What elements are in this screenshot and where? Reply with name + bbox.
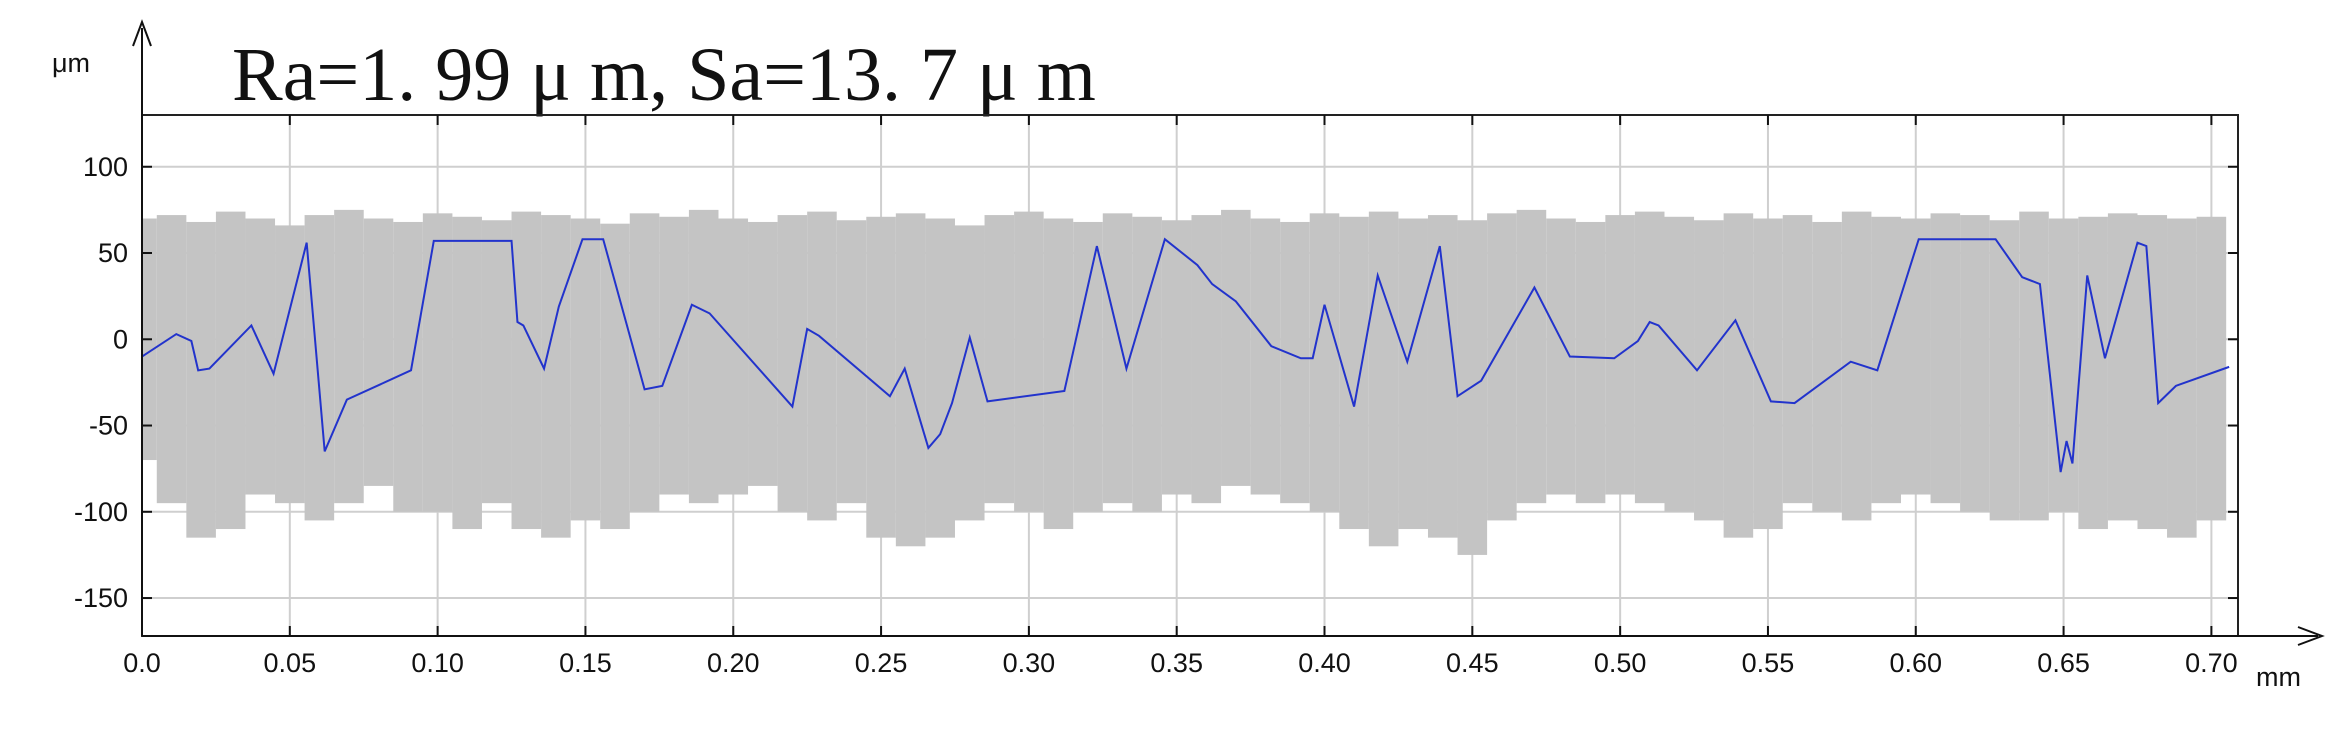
y-tick-label: -50: [89, 411, 128, 441]
profile-band: [422, 213, 453, 512]
x-tick-label: 0.0: [123, 648, 161, 678]
chart-title: Ra=1. 99 μ m, Sa=13. 7 μ m: [232, 33, 1096, 117]
x-tick-label: 0.05: [264, 648, 317, 678]
profile-band: [1723, 213, 1754, 538]
profile-band: [1664, 216, 1695, 512]
y-tick-label: 50: [98, 238, 128, 268]
profile-band: [511, 211, 542, 530]
profile-band: [1221, 209, 1251, 486]
profile-band: [156, 215, 187, 504]
profile-band: [1191, 215, 1222, 504]
x-axis-label: mm: [2256, 662, 2301, 692]
profile-band: [866, 216, 896, 538]
x-tick-label: 0.55: [1742, 648, 1795, 678]
y-axis-arrow: [132, 19, 152, 47]
profile-band: [1102, 213, 1133, 504]
x-tick-label: 0.35: [1150, 648, 1203, 678]
x-tick-label: 0.10: [411, 648, 464, 678]
profile-band: [1930, 213, 1961, 504]
profile-band: [688, 209, 719, 504]
y-tick-label: -150: [74, 583, 128, 613]
x-tick-label: 0.45: [1446, 648, 1499, 678]
profile-band: [984, 215, 1015, 504]
profile-band: [718, 218, 749, 495]
profile-band: [1871, 216, 1901, 504]
profile-band: [1398, 218, 1428, 530]
x-tick-label: 0.25: [855, 648, 908, 678]
profile-band: [1753, 218, 1783, 530]
y-tick-label: -100: [74, 497, 128, 527]
profile-band: [1782, 215, 1813, 504]
profile-band: [1960, 215, 1990, 512]
profile-band: [2167, 218, 2197, 538]
profile-band: [2019, 211, 2049, 521]
profile-line: [142, 237, 2230, 473]
x-axis-arrow: [2297, 626, 2325, 646]
profile-band: [363, 218, 394, 486]
profile-band: [1368, 211, 1399, 547]
x-tick-label: 0.60: [1889, 648, 1942, 678]
profile-band: [570, 218, 601, 521]
x-tick-label: 0.65: [2037, 648, 2090, 678]
y-axis-label: μm: [52, 48, 90, 78]
x-tick-label: 0.20: [707, 648, 760, 678]
profile-band: [1161, 220, 1192, 495]
profile-band: [1014, 211, 1044, 512]
profile-band: [186, 221, 216, 538]
profile-band: [1989, 220, 2020, 521]
profile-band: [2107, 213, 2138, 521]
x-tick-label: 0.50: [1594, 648, 1647, 678]
profile-band: [2078, 216, 2108, 530]
profile-band: [1280, 221, 1310, 504]
profile-band: [600, 223, 630, 530]
profile-band: [1575, 221, 1606, 504]
profile-band: [807, 211, 837, 521]
plot-area: [142, 209, 2230, 555]
tick-labels: -150 -100 -50 0 50 100 0.0 0.05 0.10 0.15 0.20 0.25…: [74, 115, 2238, 678]
profile-band: [1309, 213, 1340, 512]
x-tick-label: 0.70: [2185, 648, 2238, 678]
profile-band: [1812, 221, 1842, 512]
y-tick-label: 0: [113, 324, 128, 354]
profile-band: [245, 218, 276, 495]
profile-band: [1900, 218, 1931, 495]
profile-band: [1250, 218, 1281, 495]
profile-band: [334, 209, 364, 504]
profile-band: [629, 213, 660, 512]
profile-band: [925, 218, 955, 538]
profile-band: [1487, 213, 1517, 521]
profile-band: [1634, 211, 1665, 504]
profile-band: [836, 220, 867, 504]
y-tick-label: 100: [83, 152, 128, 182]
profile-band: [2048, 218, 2079, 512]
profile-band: [1073, 221, 1103, 512]
profile-band: [1516, 209, 1547, 504]
profile-band: [777, 215, 808, 512]
profile-band: [541, 215, 571, 538]
profile-band: [748, 221, 778, 486]
profile-band: [2137, 215, 2168, 530]
profile-band: [1694, 220, 1724, 521]
profile-band: [2196, 216, 2227, 521]
profile-band: [393, 221, 423, 512]
x-tick-label: 0.40: [1298, 648, 1351, 678]
x-tick-label: 0.30: [1003, 648, 1056, 678]
profile-band: [215, 211, 246, 530]
profile-band: [481, 220, 512, 504]
profile-band: [452, 216, 482, 530]
profile-band: [895, 213, 926, 547]
x-tick-label: 0.15: [559, 648, 612, 678]
